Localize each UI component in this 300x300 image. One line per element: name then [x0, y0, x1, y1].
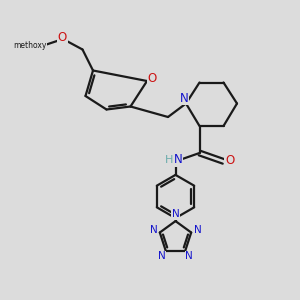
Text: N: N [185, 251, 193, 261]
Text: N: N [194, 226, 201, 236]
Text: N: N [172, 209, 179, 220]
Text: N: N [158, 251, 166, 261]
Text: O: O [148, 72, 157, 85]
Text: H: H [165, 155, 173, 165]
Text: N: N [150, 226, 158, 236]
Text: methoxy: methoxy [13, 41, 47, 50]
Text: O: O [58, 31, 67, 44]
Text: O: O [225, 154, 234, 167]
Text: N: N [173, 153, 182, 167]
Text: N: N [180, 92, 189, 105]
